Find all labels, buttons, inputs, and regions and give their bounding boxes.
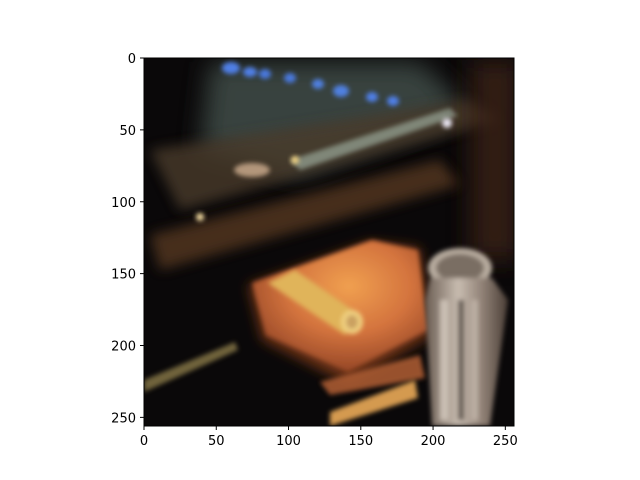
x-tick-label: 100: [276, 434, 301, 449]
y-tick-label: 150: [111, 268, 136, 283]
light-spot: [234, 163, 270, 177]
x-tick-label: 0: [140, 434, 148, 449]
y-ticks: 0 50 100 150 200 250: [111, 52, 144, 426]
blue-lights: [222, 62, 399, 106]
x-tick-label: 200: [421, 434, 446, 449]
image-area: [144, 58, 514, 426]
axes-frame: [143, 57, 515, 427]
y-tick-label: 50: [119, 124, 136, 139]
y-tick-label: 250: [111, 411, 136, 426]
y-tick-label: 200: [111, 340, 136, 355]
x-tick-label: 150: [348, 434, 373, 449]
y-tick-label: 0: [128, 52, 136, 67]
dash-highlight: [290, 108, 458, 170]
y-tick-label: 100: [111, 196, 136, 211]
light-spot: [442, 118, 452, 128]
x-ticks: 0 50 100 150 200 250: [140, 426, 518, 449]
yellow-tube: [268, 270, 363, 335]
light-spot: [291, 156, 299, 164]
x-tick-label: 250: [493, 434, 518, 449]
right-warm-area: [470, 60, 514, 260]
silver-object: [425, 248, 508, 426]
dash-lower-band: [150, 160, 460, 270]
x-tick-label: 50: [208, 434, 225, 449]
lower-left-band: [144, 342, 238, 392]
light-spot: [196, 213, 204, 221]
